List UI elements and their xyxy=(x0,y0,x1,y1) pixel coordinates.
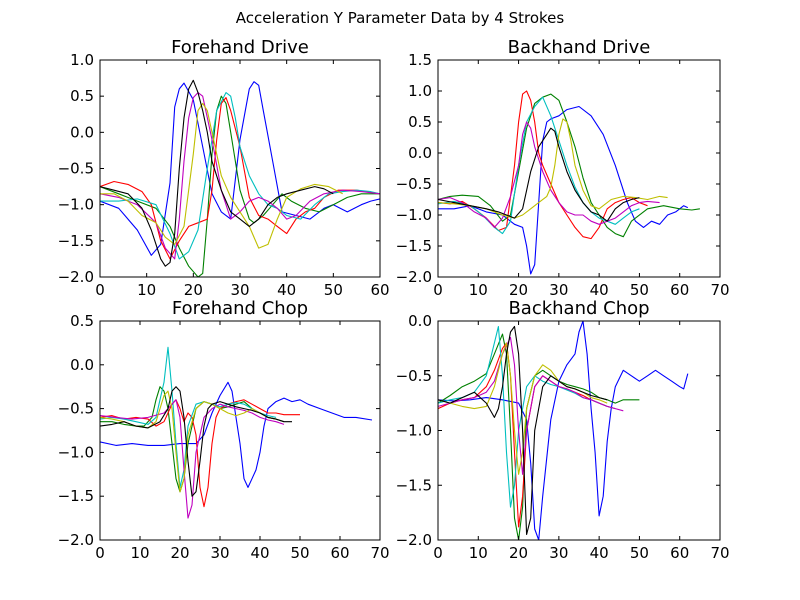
forehand-chop-ytick-label: −2.0 xyxy=(58,531,94,549)
backhand-drive-ytick-label: −1.5 xyxy=(396,237,432,255)
forehand-chop-xtick-label: 10 xyxy=(130,544,149,562)
forehand-drive-series-1 xyxy=(100,81,380,256)
backhand-chop-xtick-label: 50 xyxy=(630,544,649,562)
backhand-drive-ytick-label: 0.5 xyxy=(408,113,432,131)
forehand-chop-xtick-label: 50 xyxy=(290,544,309,562)
forehand-drive-xtick-label: 0 xyxy=(95,281,105,299)
forehand-drive-series-7 xyxy=(100,79,334,267)
forehand-chop-xtick-label: 70 xyxy=(370,544,389,562)
forehand-drive-xtick-label: 40 xyxy=(277,281,296,299)
backhand-chop-xtick-label: 10 xyxy=(469,544,488,562)
backhand-chop-ytick-label: 0.0 xyxy=(408,312,432,330)
backhand-chop-series-3 xyxy=(438,342,616,528)
backhand-chop-xtick-label: 60 xyxy=(670,544,689,562)
backhand-drive-xtick-label: 30 xyxy=(549,281,568,299)
forehand-drive-ytick-label: 1.0 xyxy=(70,51,94,69)
backhand-chop-title: Backhand Chop xyxy=(508,298,649,319)
forehand-chop-xtick-label: 60 xyxy=(330,544,349,562)
forehand-drive-xtick-label: 50 xyxy=(324,281,343,299)
forehand-drive-ytick-label: −1.5 xyxy=(58,232,94,250)
backhand-drive-title: Backhand Drive xyxy=(508,37,651,58)
forehand-drive-ytick-label: −1.0 xyxy=(58,196,94,214)
backhand-drive-series-5 xyxy=(438,121,660,228)
figure-title: Acceleration Y Parameter Data by 4 Strok… xyxy=(236,9,565,27)
backhand-chop-panel: Backhand Chop 0 10 20 30 40 50 60 70 −2.0 −1.5 −1.0… xyxy=(396,298,730,562)
backhand-drive-xtick-label: 50 xyxy=(630,281,649,299)
backhand-drive-xtick-label: 40 xyxy=(590,281,609,299)
forehand-drive-title: Forehand Drive xyxy=(171,37,309,58)
forehand-chop-title: Forehand Chop xyxy=(172,298,308,319)
forehand-drive-xtick-label: 20 xyxy=(184,281,203,299)
backhand-chop-xtick-label: 0 xyxy=(433,544,443,562)
forehand-drive-panel: Forehand Drive 0 10 20 30 40 50 60 −2.0 −1.5 −1.0 −… xyxy=(58,37,390,299)
forehand-chop-frame xyxy=(99,320,381,541)
backhand-chop-series-group xyxy=(438,321,689,540)
backhand-drive-panel: Backhand Drive 0 10 20 30 40 50 60 70 −2.0 −1.5 −1.… xyxy=(396,37,730,299)
backhand-chop-xtick-label: 30 xyxy=(549,544,568,562)
forehand-drive-series-group xyxy=(100,79,380,277)
backhand-drive-ytick-label: 1.5 xyxy=(408,51,432,69)
forehand-drive-series-6 xyxy=(100,102,343,249)
backhand-drive-xtick-label: 60 xyxy=(670,281,689,299)
forehand-drive-ytick-label: 0.0 xyxy=(70,123,94,141)
forehand-chop-series-group xyxy=(100,346,373,519)
backhand-drive-series-group xyxy=(438,90,700,275)
forehand-drive-xtick-label: 10 xyxy=(137,281,156,299)
forehand-drive-xtick-label: 30 xyxy=(230,281,249,299)
backhand-drive-ytick-label: −0.5 xyxy=(396,175,432,193)
backhand-chop-series-5 xyxy=(438,336,624,475)
backhand-drive-xtick-label: 20 xyxy=(509,281,528,299)
backhand-drive-ytick-label: −1.0 xyxy=(396,206,432,224)
backhand-drive-ytick-label: 1.0 xyxy=(408,82,432,100)
forehand-chop-ytick-label: 0.0 xyxy=(70,356,94,374)
forehand-chop-xtick-label: 20 xyxy=(170,544,189,562)
forehand-chop-xtick-label: 40 xyxy=(250,544,269,562)
forehand-drive-series-4 xyxy=(100,92,380,260)
backhand-drive-series-6 xyxy=(438,118,668,219)
backhand-chop-ytick-label: −1.5 xyxy=(396,476,432,494)
forehand-drive-xtick-label: 60 xyxy=(370,281,389,299)
forehand-chop-xtick-label: 30 xyxy=(210,544,229,562)
backhand-chop-ytick-label: −1.0 xyxy=(396,422,432,440)
backhand-drive-xtick-label: 70 xyxy=(710,281,729,299)
backhand-drive-xtick-label: 0 xyxy=(433,281,443,299)
backhand-drive-xtick-label: 10 xyxy=(469,281,488,299)
backhand-chop-xtick-label: 40 xyxy=(590,544,609,562)
forehand-drive-ytick-label: −2.0 xyxy=(58,268,94,286)
forehand-chop-ytick-label: −0.5 xyxy=(58,400,94,418)
backhand-chop-ytick-label: −2.0 xyxy=(396,531,432,549)
forehand-drive-ytick-label: −0.5 xyxy=(58,160,94,178)
forehand-chop-series-1 xyxy=(100,381,373,488)
forehand-chop-panel: Forehand Chop 0 10 20 30 40 50 60 70 −2.0 −1.5 −1.0… xyxy=(58,298,390,562)
forehand-chop-ytick-label: −1.5 xyxy=(58,487,94,505)
panels: Forehand Drive 0 10 20 30 40 50 60 −2.0 −1.5 −1.0 −… xyxy=(58,37,730,562)
backhand-chop-series-7 xyxy=(438,325,608,536)
backhand-chop-series-1 xyxy=(438,321,689,540)
backhand-chop-xtick-label: 70 xyxy=(710,544,729,562)
forehand-chop-ytick-label: 0.5 xyxy=(70,312,94,330)
backhand-drive-frame xyxy=(437,59,721,278)
forehand-chop-series-7 xyxy=(100,386,292,497)
backhand-drive-ytick-label: −2.0 xyxy=(396,268,432,286)
backhand-drive-ytick-label: 0.0 xyxy=(408,144,432,162)
backhand-chop-xtick-label: 20 xyxy=(509,544,528,562)
forehand-chop-xtick-label: 0 xyxy=(95,544,105,562)
backhand-drive-series-7 xyxy=(438,127,640,222)
forehand-chop-ytick-label: −1.0 xyxy=(58,443,94,461)
backhand-chop-ytick-label: −0.5 xyxy=(396,367,432,385)
forehand-drive-ytick-label: 0.5 xyxy=(70,87,94,105)
